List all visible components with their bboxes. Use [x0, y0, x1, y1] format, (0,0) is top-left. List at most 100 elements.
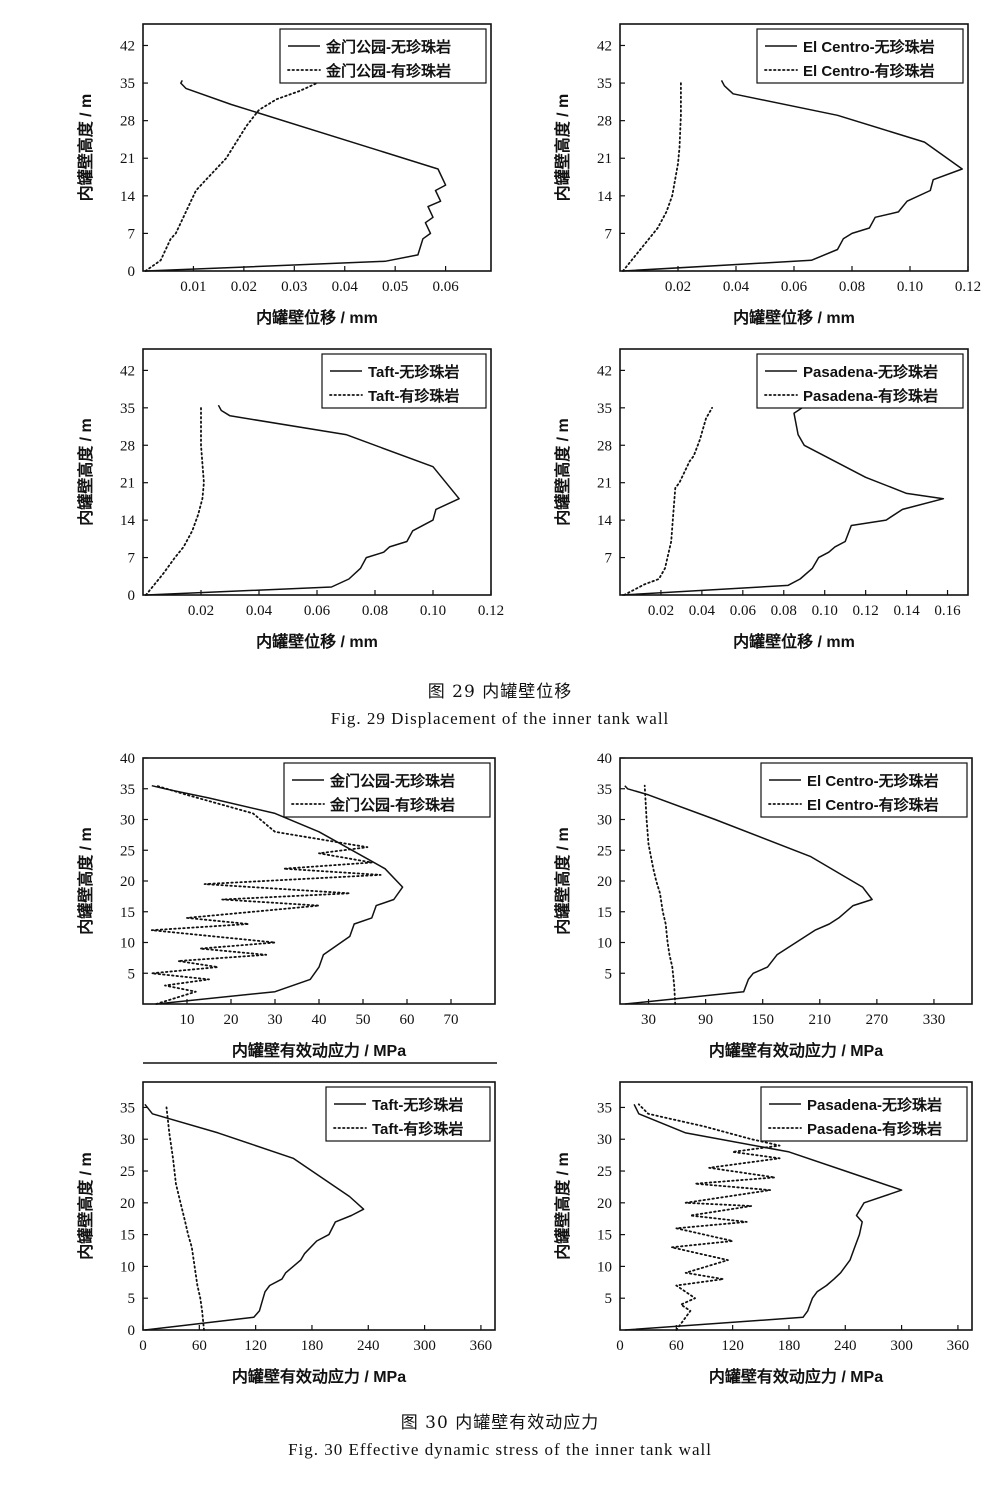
x-tick-label: 0.04 [723, 279, 750, 295]
chart-panel-elcentro-disp: 0.02 0.04 0.06 0.08 0.10 0.12 7 14 21 28 35 42 内罐壁位移… [553, 23, 981, 327]
y-tick-label: 20 [597, 1196, 612, 1212]
y-tick-label: 25 [597, 1164, 612, 1180]
y-tick-label: 30 [597, 813, 612, 829]
y-tick-label: 25 [120, 843, 135, 859]
chart-panel-pasadena-stress: 0 60 120 180 240 300 360 5 10 15 20 25 30 35 内罐壁有效动应力 … [553, 1081, 973, 1386]
x-tick-label: 120 [721, 1338, 744, 1354]
y-tick-label: 21 [597, 151, 612, 167]
x-tick-label: 240 [834, 1338, 857, 1354]
x-tick-label: 0.01 [180, 279, 206, 295]
series-line-without-perlite [624, 785, 873, 1005]
y-tick-label: 21 [120, 151, 135, 167]
x-tick-label: 0.14 [893, 603, 920, 619]
plot-frame [619, 1081, 973, 1331]
y-tick-label: 25 [120, 1164, 135, 1180]
x-tick-label: 0.02 [231, 279, 257, 295]
x-tick-label: 30 [268, 1012, 283, 1028]
figure30-caption-zh: 图 30 内罐壁有效动应力 [400, 1413, 600, 1433]
y-tick-label: 21 [120, 476, 135, 492]
x-tick-label: 0.06 [304, 603, 331, 619]
x-tick-label: 30 [641, 1012, 656, 1028]
chart-panel-elcentro-stress: 30 90 150 210 270 330 5 10 15 20 25 30 35 40 内罐壁有效动应力 … [553, 751, 973, 1060]
x-tick-label: 40 [312, 1012, 327, 1028]
x-tick-label: 0.02 [188, 603, 214, 619]
y-tick-label: 5 [128, 1291, 136, 1307]
x-tick-label: 0.16 [934, 603, 961, 619]
x-tick-label: 240 [357, 1338, 380, 1354]
y-tick-label: 20 [120, 1196, 135, 1212]
y-tick-label: 25 [597, 843, 612, 859]
figure29-caption-zh: 图 29 内罐壁位移 [427, 682, 573, 702]
legend-box [279, 28, 487, 84]
x-tick-label: 20 [224, 1012, 239, 1028]
legend-label: 金门公园-有珍珠岩 [329, 796, 455, 814]
y-axis-label: 内罐壁高度 / m [553, 418, 572, 526]
chart-legend: Pasadena-无珍珠岩 Pasadena-有珍珠岩 [756, 353, 964, 409]
series-line-without-perlite [151, 784, 404, 1005]
x-axis-label: 内罐壁有效动应力 / MPa [232, 1367, 406, 1386]
y-tick-label: 7 [605, 551, 613, 567]
x-axis-label: 内罐壁有效动应力 / MPa [232, 1041, 406, 1060]
y-tick-label: 35 [597, 1100, 612, 1116]
y-axis-label: 内罐壁高度 / m [76, 1152, 95, 1260]
y-tick-label: 40 [597, 751, 612, 767]
chart-legend: El Centro-无珍珠岩 El Centro-有珍珠岩 [756, 28, 964, 84]
series-line-without-perlite [145, 404, 460, 596]
x-tick-label: 0.03 [281, 279, 307, 295]
legend-label: El Centro-有珍珠岩 [803, 62, 935, 80]
legend-box [756, 28, 964, 84]
x-tick-label: 210 [809, 1012, 832, 1028]
y-tick-label: 20 [120, 874, 135, 890]
x-tick-label: 150 [751, 1012, 774, 1028]
chart-panel-jinmen-stress: 10 20 30 40 50 60 70 5 10 15 20 25 30 35 40 内罐壁有效动应力 / … [76, 751, 496, 1060]
chart-panel-taft-stress: 0 60 120 180 240 300 360 0 5 10 15 20 25 30 35 内罐壁有效动应力… [76, 1081, 496, 1386]
y-tick-label: 14 [597, 189, 613, 205]
y-tick-label: 14 [597, 513, 613, 529]
y-tick-label: 0 [128, 1323, 136, 1339]
y-tick-label: 14 [120, 189, 136, 205]
y-tick-label: 35 [120, 401, 135, 417]
x-axis-label: 内罐壁位移 / mm [256, 308, 378, 327]
x-tick-label: 360 [947, 1338, 970, 1354]
legend-label: Taft-无珍珠岩 [368, 363, 459, 381]
y-tick-label: 5 [128, 966, 136, 982]
chart-legend: Taft-无珍珠岩 Taft-有珍珠岩 [321, 353, 487, 409]
y-axis-label: 内罐壁高度 / m [76, 94, 95, 202]
y-tick-label: 30 [597, 1132, 612, 1148]
legend-label: 金门公园-有珍珠岩 [325, 62, 451, 80]
y-tick-label: 14 [120, 513, 136, 529]
figure29-caption-en: Fig. 29 Displacement of the inner tank w… [330, 709, 670, 728]
x-tick-label: 0.06 [781, 279, 808, 295]
x-tick-label: 0.12 [478, 603, 504, 619]
y-tick-label: 10 [120, 936, 135, 952]
plot-frame [619, 348, 969, 596]
y-tick-label: 35 [120, 1100, 135, 1116]
x-tick-label: 300 [890, 1338, 913, 1354]
x-tick-label: 0.02 [665, 279, 691, 295]
y-tick-label: 30 [120, 1132, 135, 1148]
y-tick-label: 42 [120, 363, 135, 379]
legend-box [760, 1086, 968, 1142]
y-tick-label: 42 [120, 38, 135, 54]
y-axis-label: 内罐壁高度 / m [76, 827, 95, 935]
series-line-without-perlite [621, 407, 945, 596]
legend-label: Pasadena-无珍珠岩 [803, 363, 938, 381]
x-tick-label: 50 [356, 1012, 371, 1028]
legend-label: Taft-有珍珠岩 [372, 1120, 463, 1138]
x-tick-label: 60 [669, 1338, 684, 1354]
x-tick-label: 60 [400, 1012, 415, 1028]
x-tick-label: 70 [444, 1012, 459, 1028]
y-tick-label: 35 [597, 76, 612, 92]
plot-frame [142, 23, 492, 272]
x-tick-label: 0.04 [689, 603, 716, 619]
x-tick-label: 0 [616, 1338, 624, 1354]
series-line-with-perlite [150, 784, 382, 1005]
series-line-with-perlite [144, 406, 205, 596]
series-line-with-perlite [623, 406, 713, 596]
y-tick-label: 28 [597, 438, 612, 454]
series-line-with-perlite [144, 82, 318, 272]
figure30-caption-en: Fig. 30 Effective dynamic stress of the … [288, 1440, 712, 1459]
legend-label: Taft-有珍珠岩 [368, 387, 459, 405]
